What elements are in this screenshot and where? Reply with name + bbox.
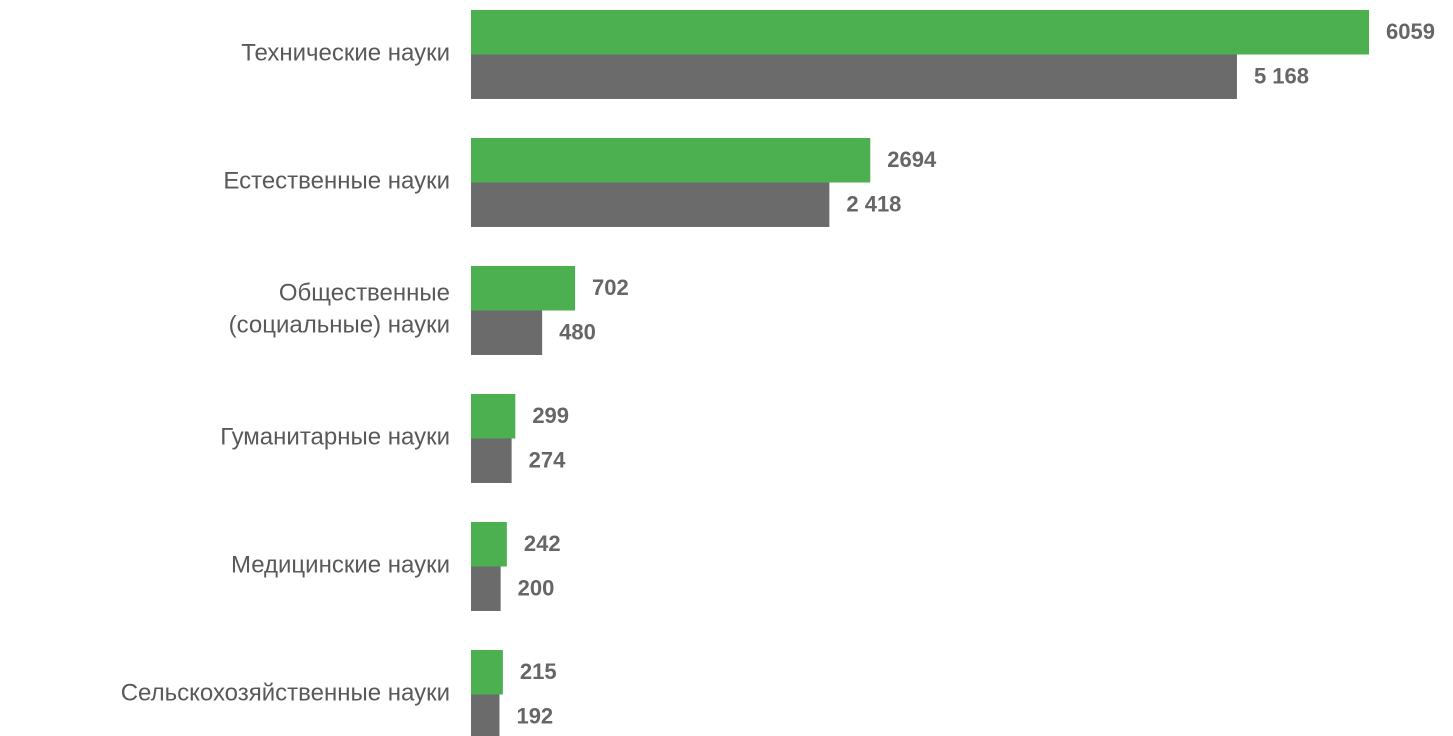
bar bbox=[471, 650, 503, 695]
value-label: 215 bbox=[520, 659, 557, 684]
value-label: 480 bbox=[559, 320, 596, 345]
value-label: 274 bbox=[529, 448, 566, 473]
bar bbox=[471, 54, 1237, 99]
value-label: 702 bbox=[592, 275, 629, 300]
value-label: 200 bbox=[518, 576, 555, 601]
bar bbox=[471, 138, 871, 183]
value-label: 6059 bbox=[1386, 19, 1435, 44]
bar bbox=[471, 10, 1369, 55]
category-label: Общественные (социальные) науки bbox=[229, 280, 450, 339]
bar bbox=[471, 266, 576, 311]
bar bbox=[471, 694, 500, 736]
value-label: 2694 bbox=[887, 147, 937, 172]
bar bbox=[471, 566, 501, 611]
category-label: Технические науки bbox=[241, 40, 450, 67]
value-label: 192 bbox=[516, 704, 553, 729]
category-label: Гуманитарные науки bbox=[220, 424, 450, 451]
category-label: Сельскохозяйственные науки bbox=[121, 680, 450, 707]
bar bbox=[471, 310, 543, 355]
value-label: 5 168 bbox=[1254, 64, 1309, 89]
value-label: 242 bbox=[524, 531, 561, 556]
bar bbox=[471, 394, 516, 439]
bar bbox=[471, 182, 830, 227]
bar bbox=[471, 438, 512, 483]
category-label: Медицинские науки bbox=[231, 552, 450, 579]
value-label: 2 418 bbox=[846, 192, 901, 217]
category-label: Естественные науки bbox=[223, 168, 450, 195]
value-label: 299 bbox=[532, 403, 569, 428]
bar bbox=[471, 522, 507, 567]
